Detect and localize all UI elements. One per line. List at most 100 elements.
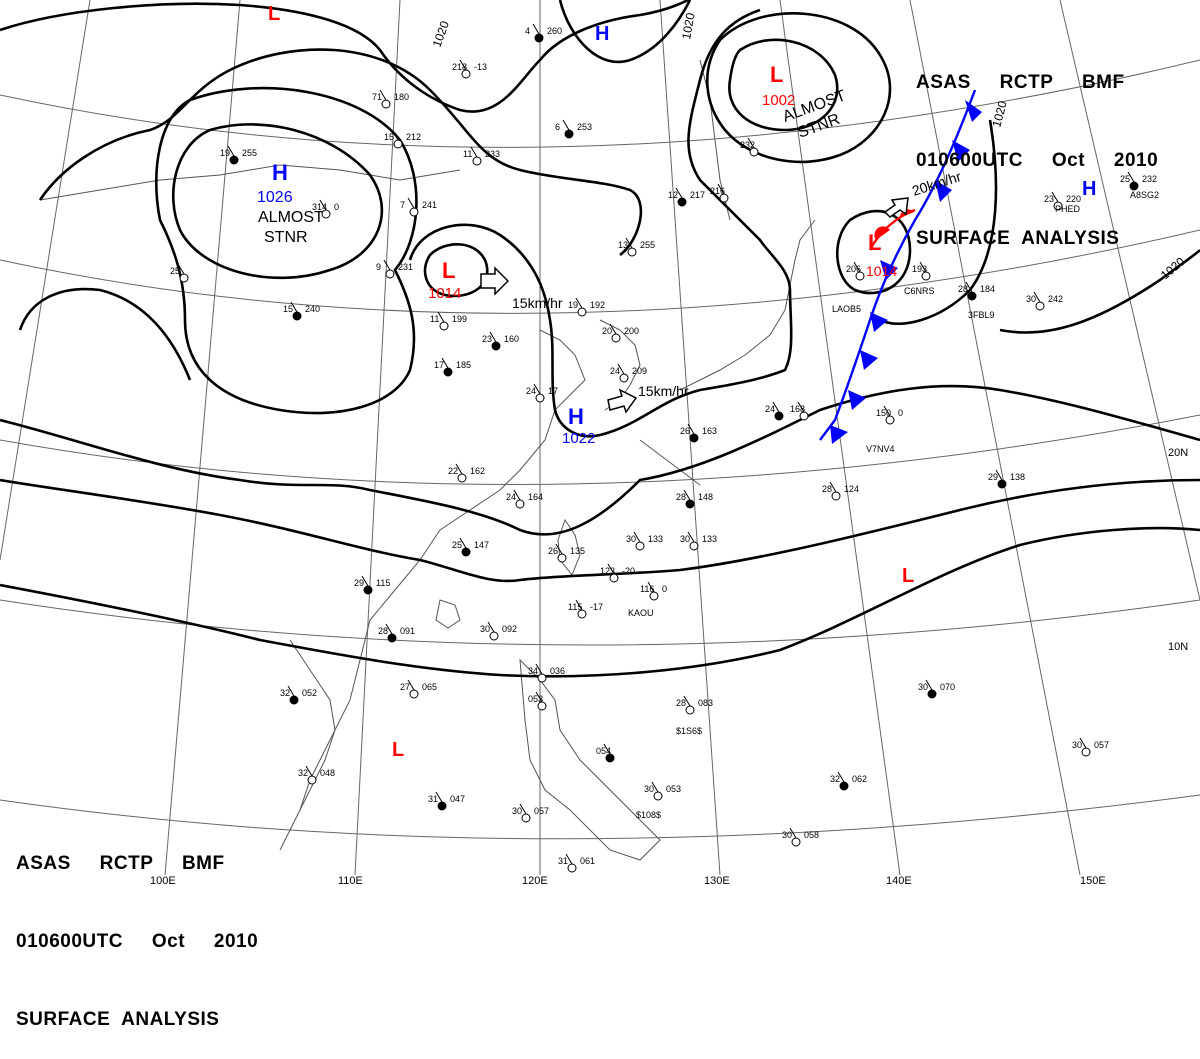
station-wind-barb-icon [687, 423, 695, 435]
station-temperature: 30 [626, 534, 636, 544]
low-center-sea-letter: L [392, 739, 404, 761]
station-cloud-cover-icon [927, 689, 937, 699]
station-cloud-cover-icon [439, 321, 449, 331]
station-wind-barb-icon [925, 679, 933, 691]
station-temperature: 71 [372, 92, 382, 102]
station-plot: 26 163 [680, 423, 717, 443]
station-cloud-cover-icon [1081, 747, 1091, 757]
station-plot: 30 092 [480, 621, 517, 641]
weather-map: H 1026 ALMOST STNR L 1014 L 1002 ALMOST … [0, 0, 1200, 887]
isobar-high-1026-outer [154, 86, 418, 415]
station-wind-barb-icon [287, 685, 295, 697]
station-cloud-cover-icon [635, 541, 645, 551]
station-cloud-cover-icon [443, 367, 453, 377]
coast-indochina [279, 639, 336, 851]
station-temperature: 25 [170, 266, 180, 276]
station-wind-barb-icon [919, 261, 927, 273]
lon-line-110e [354, 0, 401, 876]
station-wind-barb-icon [555, 543, 563, 555]
station-plot: 30 053 [644, 781, 681, 801]
header-top-line2: 010600UTC Oct 2010 [916, 150, 1159, 171]
station-plot: 22 162 [448, 463, 485, 483]
station-wind-barb-icon [459, 59, 467, 71]
station-temperature: 27 [400, 682, 410, 692]
motion-arrow-3 [883, 197, 909, 218]
station-wind-barb-icon [1033, 291, 1041, 303]
station-plot: 123 -20 [600, 563, 635, 583]
station-plot: 053 [528, 691, 547, 711]
station-temperature: 26 [680, 426, 690, 436]
station-pressure: 065 [422, 682, 437, 692]
station-temperature: 30 [680, 534, 690, 544]
station-cloud-cover-icon [393, 139, 403, 149]
station-wind-barb-icon [407, 679, 415, 691]
station-wind-barb-icon [995, 469, 1003, 481]
station-pressure: 092 [502, 624, 517, 634]
station-wind-barb-icon [383, 259, 391, 271]
station-pressure: 164 [528, 492, 543, 502]
station-cloud-cover-icon [534, 33, 544, 43]
station-plot: 29 138 [988, 469, 1025, 489]
station-cloud-cover-icon [967, 291, 977, 301]
lat-label-20n: 20N [1168, 447, 1188, 459]
station-temperature: 232 [740, 140, 755, 150]
station-temperature: 28 [676, 492, 686, 502]
lat-label-10n: 10N [1168, 641, 1188, 653]
station-wind-barb-icon [837, 771, 845, 783]
station-pressure: 192 [590, 300, 605, 310]
high-center-top-letter: H [595, 23, 609, 45]
station-id-108: $108$ [636, 810, 661, 820]
station-pressure: 036 [550, 666, 565, 676]
station-cloud-cover-icon [831, 491, 841, 501]
station-temperature: 30 [782, 830, 792, 840]
station-temperature: 115 [568, 602, 582, 612]
station-plot: 30 057 [512, 803, 549, 823]
station-wind-barb-icon [789, 827, 797, 839]
warm-front-semicircle-1 [874, 226, 890, 240]
station-plot: 150 0 [876, 405, 903, 425]
isobar-1022-loop [18, 287, 192, 381]
cold-front-pip-5 [870, 312, 888, 332]
station-wind-barb-icon [459, 537, 467, 549]
station-temperature: 24 [765, 404, 775, 414]
low-center-3-value: 1014 [866, 263, 897, 279]
station-plot: 19 255 [220, 145, 257, 165]
station-temperature: 168 [790, 404, 805, 414]
station-temperature: 20 [602, 326, 612, 336]
station-cloud-cover-icon [385, 269, 395, 279]
station-temperature: 32 [280, 688, 290, 698]
station-pressure: 070 [940, 682, 955, 692]
station-cloud-cover-icon [619, 373, 629, 383]
station-temperature: 30 [512, 806, 522, 816]
station-wind-barb-icon [633, 531, 641, 543]
station-plot: 206 [846, 261, 865, 281]
station-wind-barb-icon [532, 23, 540, 35]
station-pressure: 091 [400, 626, 415, 636]
high-center-1-value: 1026 [257, 189, 293, 206]
station-plot: 193 [912, 261, 931, 281]
station-wind-barb-icon [513, 489, 521, 501]
station-plot: 24 [765, 401, 784, 421]
station-cloud-cover-icon [289, 695, 299, 705]
station-wind-barb-icon [717, 183, 725, 195]
station-pressure: 260 [547, 26, 562, 36]
station-wind-barb-icon [772, 401, 780, 413]
isobar-mid-loop [38, 48, 643, 257]
header-bottom-line2: 010600UTC Oct 2010 [16, 931, 259, 952]
station-temperature: 30 [1072, 740, 1082, 750]
station-id-v7nv4: V7NV4 [866, 444, 895, 454]
station-wind-barb-icon [651, 781, 659, 793]
lat-line-10n [0, 599, 1200, 646]
station-temperature: 24 [526, 386, 536, 396]
station-pressure: 184 [980, 284, 995, 294]
station-wind-barb-icon [965, 281, 973, 293]
motion-label-2: 15km/hr [638, 383, 689, 399]
station-temperature: 218 [452, 62, 467, 72]
station-wind-barb-icon [470, 146, 478, 158]
coast-ryukyu [639, 439, 701, 486]
station-plot: 31 061 [558, 853, 595, 873]
station-id-c6nrs: C6NRS [904, 286, 935, 296]
station-plot: 24 209 [610, 363, 647, 383]
station-plot: 054 [596, 743, 615, 763]
